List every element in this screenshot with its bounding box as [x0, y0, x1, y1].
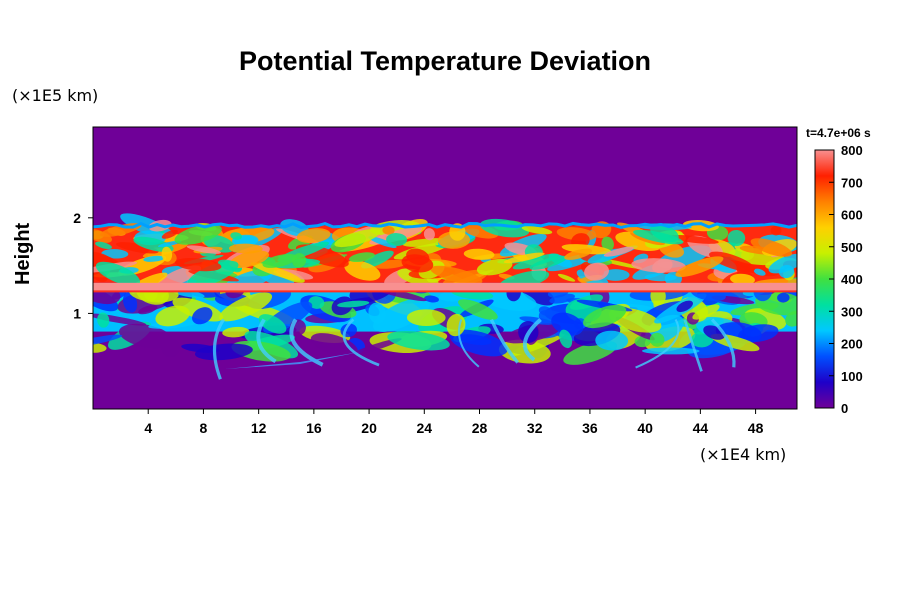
x-tick-label: 8: [200, 420, 208, 436]
x-tick-label: 20: [361, 420, 377, 436]
x-ticks: 4 8 12 16 20 24 28 32 36 40 44 48: [144, 409, 764, 436]
x-tick-label: 24: [417, 420, 433, 436]
y-ticks: 12: [73, 210, 93, 321]
heatmap-field: [93, 127, 797, 409]
x-tick-label: 28: [472, 420, 488, 436]
colorbar-tick-label: 400: [841, 272, 863, 287]
x-tick-label: 36: [582, 420, 598, 436]
layer-lower-turbulent: [93, 276, 797, 380]
colorbar-tick-label: 100: [841, 369, 863, 384]
chart-title: Potential Temperature Deviation: [238, 46, 652, 76]
x-tick-label: 40: [637, 420, 653, 436]
y-tick-label: 1: [73, 305, 81, 321]
colorbar-tick-label: 700: [841, 175, 863, 190]
layer-hot-band: [93, 282, 797, 292]
y-tick-label: 2: [73, 210, 81, 226]
colorbar-tick-label: 300: [841, 304, 863, 319]
colorbar-tick-label: 500: [841, 240, 863, 255]
x-tick-label: 16: [306, 420, 322, 436]
x-tick-label: 44: [693, 420, 709, 436]
colorbar-tick-label: 800: [841, 143, 863, 158]
x-axis-unit: (×1E4 km): [700, 445, 787, 464]
plot-frame: [92, 126, 798, 410]
colorbar-tick-label: 0: [841, 401, 848, 416]
layer-upper-turbulent: [93, 213, 797, 293]
colorbar: 0 100 200 300 400 500 600 700 800: [814, 143, 863, 416]
time-label: t=4.7e+06 s: [806, 126, 871, 140]
y-axis-unit: (×1E5 km): [12, 86, 99, 105]
x-tick-label: 4: [144, 420, 152, 436]
colorbar-tick-label: 600: [841, 208, 863, 223]
colorbar-tick-label: 200: [841, 337, 863, 352]
x-tick-label: 12: [251, 420, 267, 436]
x-tick-label: 48: [748, 420, 764, 436]
x-tick-label: 32: [527, 420, 543, 436]
